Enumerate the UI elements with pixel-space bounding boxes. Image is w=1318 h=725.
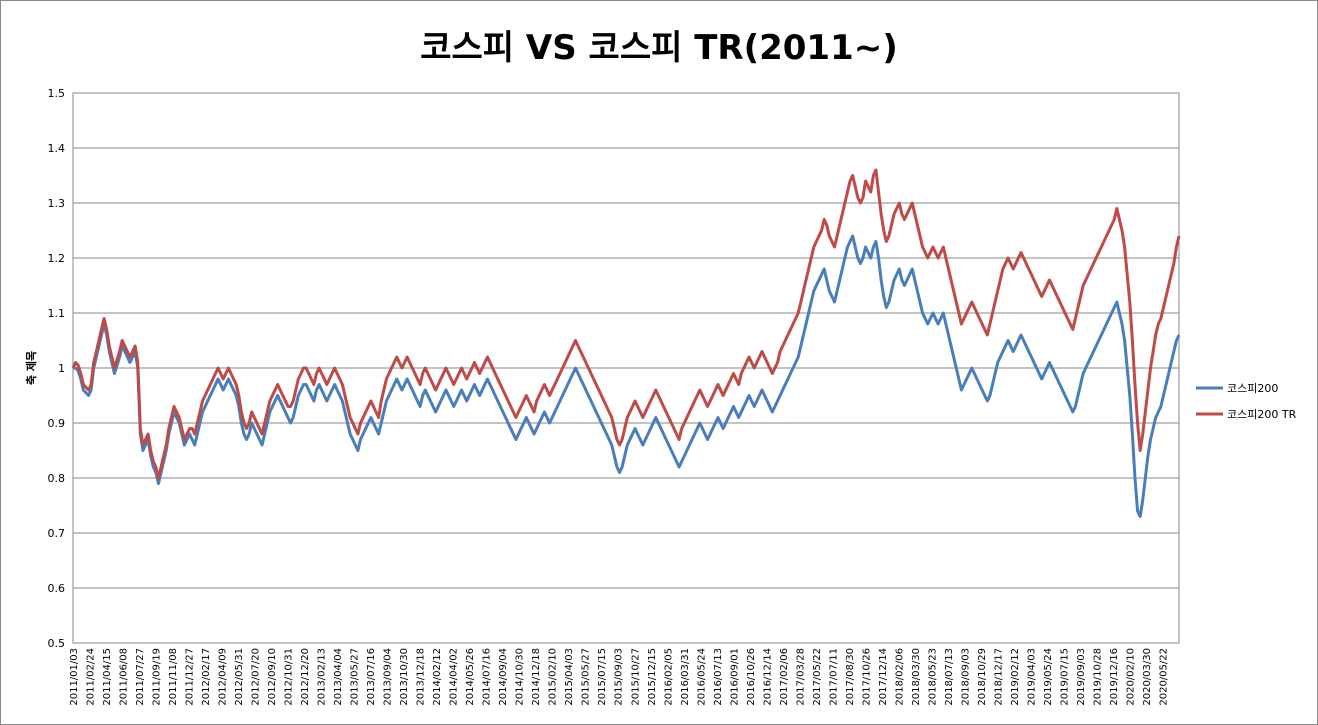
- x-tick-label: 2018/07/13: [944, 648, 955, 706]
- x-tick-label: 2015/12/15: [647, 648, 658, 706]
- x-tick-label: 2011/11/08: [168, 648, 179, 706]
- x-tick-label: 2014/10/30: [515, 648, 526, 706]
- x-tick-label: 2017/10/26: [861, 648, 872, 706]
- x-tick-label: 2014/12/18: [531, 648, 542, 706]
- x-tick-label: 2011/01/03: [69, 648, 80, 706]
- x-tick-label: 2019/10/28: [1093, 648, 1104, 706]
- y-tick-label: 1.5: [48, 87, 66, 100]
- x-tick-label: 2011/04/15: [102, 648, 113, 706]
- x-tick-label: 2015/09/03: [614, 648, 625, 706]
- x-tick-label: 2019/05/24: [1043, 648, 1054, 706]
- gridlines: [73, 147, 1179, 589]
- x-tick-label: 2017/05/22: [812, 648, 823, 706]
- y-tick-label: 1.2: [48, 252, 66, 265]
- x-tick-label: 2016/10/26: [746, 648, 757, 706]
- x-tick-label: 2012/12/20: [300, 648, 311, 706]
- x-tick-label: 2013/04/04: [333, 648, 344, 706]
- x-tick-label: 2015/10/27: [630, 648, 641, 706]
- x-tick-label: 2014/09/04: [498, 648, 509, 706]
- x-tick-label: 2020/02/10: [1126, 648, 1137, 706]
- x-tick-label: 2020/03/30: [1142, 648, 1153, 706]
- x-tick-label: 2013/10/30: [399, 648, 410, 706]
- x-tick-label: 2013/09/04: [383, 648, 394, 706]
- x-tick-label: 2012/04/09: [218, 648, 229, 706]
- x-tick-label: 2011/07/27: [135, 648, 146, 706]
- y-tick-label: 0.5: [48, 637, 66, 650]
- y-tick-label: 0.6: [48, 582, 66, 595]
- legend-label: 코스피200: [1227, 382, 1278, 395]
- x-tick-label: 2019/04/03: [1026, 648, 1037, 706]
- x-tick-label: 2017/07/11: [828, 648, 839, 706]
- y-tick-label: 0.9: [48, 417, 66, 430]
- x-tick-label: 2015/02/10: [548, 648, 559, 706]
- x-tick-label: 2017/03/28: [795, 648, 806, 706]
- x-tick-label: 2018/09/03: [960, 648, 971, 706]
- y-tick-label: 1: [58, 362, 65, 375]
- y-tick-label: 0.7: [48, 527, 66, 540]
- x-axis-ticks: 2011/01/03 2011/02/24 2011/04/15 2011/06/08…: [69, 648, 1170, 706]
- y-tick-label: 1.3: [48, 197, 66, 210]
- y-tick-label: 0.8: [48, 472, 66, 485]
- x-tick-label: 2018/05/23: [927, 648, 938, 706]
- x-tick-label: 2012/09/10: [267, 648, 278, 706]
- series-lines: [71, 168, 1181, 518]
- x-tick-label: 2019/02/12: [1010, 648, 1021, 706]
- x-tick-label: 2020/05/22: [1159, 648, 1170, 706]
- x-tick-label: 2012/02/17: [201, 648, 212, 706]
- x-tick-label: 2013/05/27: [350, 648, 361, 706]
- x-tick-label: 2016/05/24: [696, 648, 707, 706]
- x-tick-label: 2013/07/16: [366, 648, 377, 706]
- series-line: [73, 234, 1181, 518]
- x-tick-label: 2013/12/18: [416, 648, 427, 706]
- x-tick-label: 2014/02/12: [432, 648, 443, 706]
- legend-label: 코스피200 TR: [1227, 408, 1297, 421]
- x-tick-label: 2019/12/16: [1109, 648, 1120, 706]
- x-tick-label: 2011/02/24: [86, 648, 97, 706]
- x-tick-label: 2012/05/31: [234, 648, 245, 706]
- x-tick-label: 2018/03/30: [911, 648, 922, 706]
- x-tick-label: 2019/07/15: [1059, 648, 1070, 706]
- y-tick-label: 1.4: [48, 142, 66, 155]
- x-tick-label: 2013/02/13: [317, 648, 328, 706]
- y-tick-label: 1.1: [48, 307, 66, 320]
- x-tick-label: 2018/02/06: [894, 648, 905, 706]
- x-tick-label: 2015/04/03: [564, 648, 575, 706]
- x-tick-label: 2011/06/08: [119, 648, 130, 706]
- legend: 코스피200 코스피200 TR: [1196, 382, 1297, 421]
- x-tick-label: 2019/09/03: [1076, 648, 1087, 706]
- x-tick-label: 2017/02/06: [779, 648, 790, 706]
- x-tick-label: 2014/04/02: [449, 648, 460, 706]
- x-tick-label: 2011/09/19: [152, 648, 163, 706]
- x-tick-label: 2016/09/01: [729, 648, 740, 706]
- x-tick-label: 2016/03/31: [680, 648, 691, 706]
- x-tick-label: 2018/12/17: [993, 648, 1004, 706]
- chart-title: 코스피 VS 코스피 TR(2011~): [420, 28, 898, 68]
- y-axis-title: 축 제목: [24, 351, 38, 385]
- x-tick-label: 2012/10/31: [284, 648, 295, 706]
- x-tick-label: 2018/10/29: [977, 648, 988, 706]
- x-tick-label: 2017/12/14: [878, 648, 889, 706]
- x-tick-label: 2016/02/05: [663, 648, 674, 706]
- y-axis-ticks: 0.5 0.6 0.7 0.8 0.9 1 1.1 1.2 1.3 1.4 1.5: [48, 87, 66, 650]
- x-tick-label: 2017/08/30: [845, 648, 856, 706]
- x-tick-label: 2014/05/26: [465, 648, 476, 706]
- x-tick-label: 2011/12/27: [185, 648, 196, 706]
- x-tick-label: 2016/12/14: [762, 648, 773, 706]
- x-tick-label: 2016/07/13: [713, 648, 724, 706]
- series-line: [71, 168, 1181, 480]
- x-tick-label: 2014/07/16: [482, 648, 493, 706]
- x-tick-label: 2015/07/15: [597, 648, 608, 706]
- x-tick-label: 2015/05/27: [581, 648, 592, 706]
- x-tick-label: 2012/07/20: [251, 648, 262, 706]
